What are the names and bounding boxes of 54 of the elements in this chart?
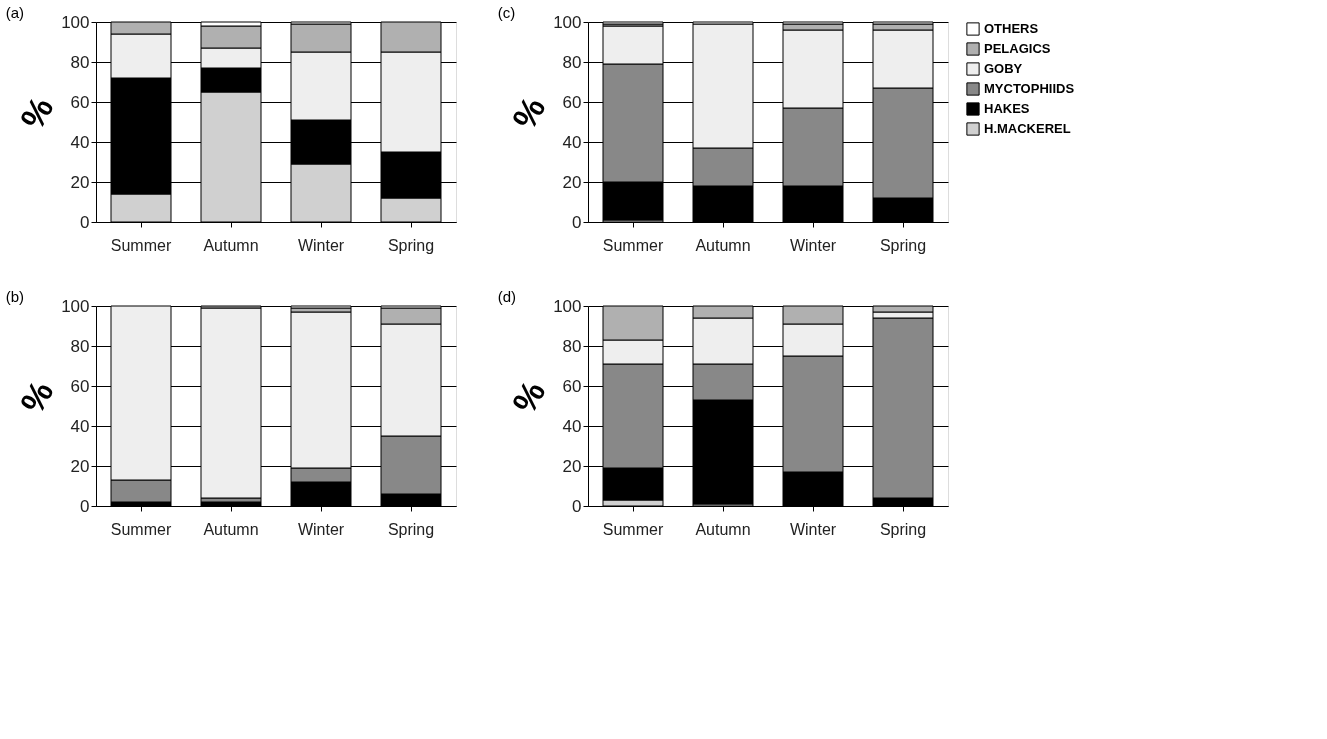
y-tick-label: 100 [553,296,582,316]
y-tick-label: 40 [562,132,582,152]
chart-title: (a) [5,4,24,21]
x-tick-label: Winter [297,520,345,538]
x-tick-label: Spring [879,520,927,538]
y-tick-label: 60 [70,376,90,396]
legend-label: PELAGICS [984,41,1051,56]
y-tick-label: 80 [70,52,90,72]
y-tick-label: 0 [80,496,90,516]
y-tick-label: 20 [70,456,90,476]
y-tick-label: 0 [80,212,90,232]
y-tick-label: 80 [562,52,582,72]
y-tick-label: 40 [70,416,90,436]
y-tick-label: 100 [61,296,90,316]
y-tick-label: 60 [562,92,582,112]
x-tick-label: Summer [602,520,664,538]
y-tick-label: 20 [70,172,90,192]
chart-title: (c) [497,4,516,21]
x-tick-label: Summer [110,520,172,538]
y-tick-label: 0 [572,496,582,516]
y-axis-title: % [12,374,61,420]
x-tick-label: Autumn [203,520,259,538]
y-tick-label: 80 [562,336,582,356]
y-axis-title: % [504,90,553,136]
legend-label: MYCTOPHIIDS [984,81,1075,96]
y-tick-label: 40 [562,416,582,436]
x-tick-label: Winter [789,520,837,538]
y-tick-label: 80 [70,336,90,356]
y-tick-label: 0 [572,212,582,232]
y-tick-label: 20 [562,456,582,476]
legend-label: OTHERS [984,21,1039,36]
x-tick-label: Summer [110,236,172,254]
x-tick-label: Autumn [695,236,751,254]
chart-title: (b) [5,288,24,305]
y-tick-label: 20 [562,172,582,192]
y-tick-label: 100 [61,12,90,32]
y-tick-label: 60 [562,376,582,396]
x-tick-label: Spring [879,236,927,254]
y-axis-title: % [12,90,61,136]
y-tick-label: 40 [70,132,90,152]
legend-label: H.MACKEREL [984,121,1071,136]
x-tick-label: Summer [602,236,664,254]
x-tick-label: Winter [297,236,345,254]
x-tick-label: Spring [387,236,435,254]
x-tick-label: Autumn [203,236,259,254]
y-tick-label: 60 [70,92,90,112]
y-tick-label: 100 [553,12,582,32]
x-tick-label: Autumn [695,520,751,538]
legend-label: HAKES [984,101,1030,116]
x-tick-label: Winter [789,236,837,254]
x-tick-label: Spring [387,520,435,538]
legend-label: GOBY [984,61,1023,76]
chart-title: (d) [497,288,516,305]
y-axis-title: % [504,374,553,420]
